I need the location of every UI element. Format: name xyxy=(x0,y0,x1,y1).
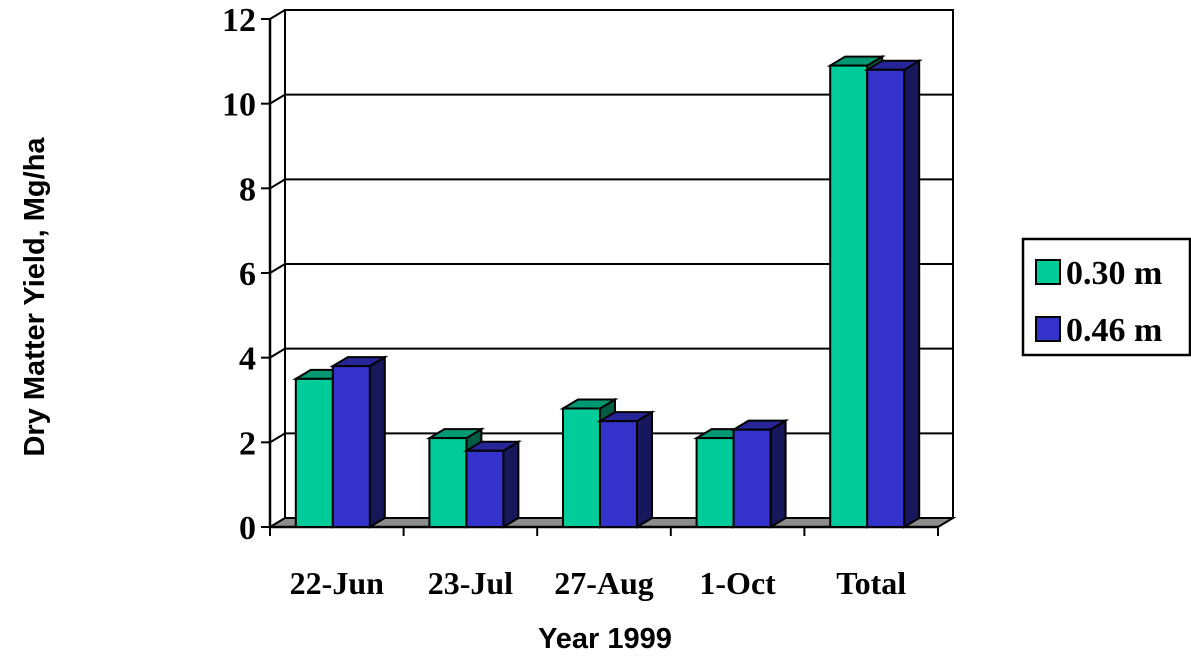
gridline-side xyxy=(269,178,286,190)
bar-side xyxy=(903,59,921,529)
y-tick-label: 10 xyxy=(222,87,256,124)
gridline-side xyxy=(269,93,286,105)
y-tick-label: 6 xyxy=(239,256,256,293)
bar-side xyxy=(368,355,386,529)
legend-label-series-1: 0.30 m xyxy=(1066,255,1162,292)
bar-2-5 xyxy=(863,59,923,529)
legend-label-series-2: 0.46 m xyxy=(1066,312,1162,349)
bar-front xyxy=(732,428,772,528)
x-axis-title: Year 1999 xyxy=(538,623,672,655)
bar-front xyxy=(294,377,334,529)
legend-swatch-series-2 xyxy=(1035,316,1061,342)
bar-front xyxy=(428,437,468,529)
bar-side xyxy=(769,418,787,529)
bar-side xyxy=(636,410,653,529)
y-tick-label: 0 xyxy=(239,510,256,547)
bar-front xyxy=(465,449,505,528)
legend-swatch-series-1 xyxy=(1035,259,1061,285)
gridline-side xyxy=(269,263,286,274)
bar-front xyxy=(599,420,638,528)
x-tick-label: 27-Aug xyxy=(554,565,654,601)
bar-2-3 xyxy=(596,410,656,529)
gridline-side xyxy=(269,347,286,359)
legend: 0.30 m 0.46 m xyxy=(1021,237,1191,357)
bars xyxy=(292,54,923,529)
y-tick-label: 12 xyxy=(222,2,256,39)
y-axis-title: Dry Matter Yield, Mg/ha xyxy=(19,137,51,457)
x-tick-labels: 22-Jun 23-Jul 27-Aug 1-Oct Total xyxy=(290,565,907,601)
y-tick-labels: 0 2 4 6 8 10 12 xyxy=(222,2,256,547)
bar-2-4 xyxy=(729,418,790,529)
y-tick-label: 4 xyxy=(239,341,256,378)
bar-front xyxy=(829,64,869,528)
x-tick-label: 22-Jun xyxy=(290,565,384,601)
x-tick-label: Total xyxy=(836,565,906,601)
bar-2-2 xyxy=(462,440,523,529)
bar-front xyxy=(331,365,371,528)
gridline-side xyxy=(269,9,286,20)
y-tick-label: 2 xyxy=(239,425,256,462)
bar-side xyxy=(502,440,520,529)
bar-front xyxy=(695,437,735,529)
y-tick-label: 8 xyxy=(239,171,256,208)
gridline-side xyxy=(269,432,286,444)
x-tick-label: 23-Jul xyxy=(428,565,513,601)
x-tick-label: 1-Oct xyxy=(699,565,776,601)
bar-front xyxy=(562,407,601,529)
bar-2-1 xyxy=(329,355,389,529)
bar-front xyxy=(866,68,906,529)
